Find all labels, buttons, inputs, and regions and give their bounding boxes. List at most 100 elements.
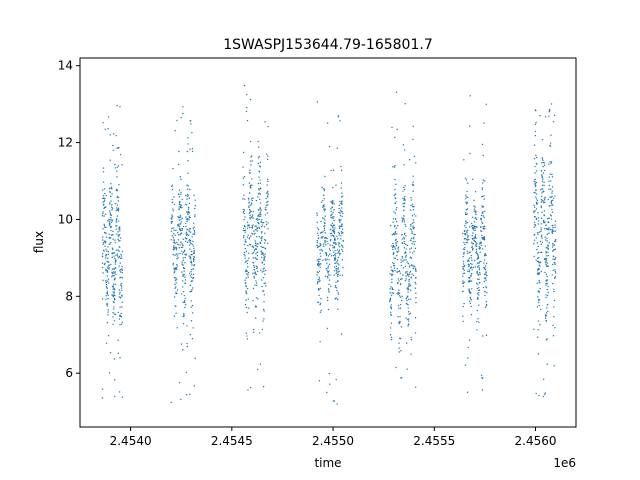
data-point: [398, 342, 400, 344]
data-point: [103, 223, 105, 226]
data-point: [259, 241, 262, 244]
data-point: [177, 223, 179, 226]
data-point: [396, 258, 399, 261]
data-point: [319, 249, 321, 251]
data-point: [121, 250, 123, 252]
data-point: [391, 245, 393, 247]
data-point: [406, 368, 408, 370]
data-point: [404, 279, 407, 282]
data-point: [336, 271, 338, 273]
data-point: [548, 110, 551, 113]
data-point: [329, 239, 332, 242]
data-point: [554, 224, 556, 226]
data-point: [393, 211, 395, 213]
data-point: [551, 190, 553, 192]
data-point: [256, 255, 259, 257]
data-point: [538, 291, 540, 293]
data-point: [485, 305, 488, 307]
data-point: [258, 215, 260, 218]
data-point: [469, 298, 471, 300]
data-point: [170, 230, 173, 232]
data-point: [462, 260, 465, 263]
data-point: [262, 221, 265, 224]
data-point: [340, 238, 342, 240]
data-point: [177, 243, 179, 246]
data-point: [402, 260, 404, 262]
data-point: [260, 213, 262, 216]
data-point: [467, 236, 469, 238]
data-point: [174, 254, 176, 256]
data-point: [334, 284, 337, 287]
data-point: [462, 290, 464, 293]
data-point: [252, 328, 255, 331]
data-point: [330, 285, 332, 287]
data-point: [112, 316, 114, 318]
data-point: [246, 273, 248, 275]
data-point: [334, 253, 336, 256]
data-point: [175, 292, 177, 295]
data-point: [172, 167, 174, 170]
data-point: [245, 299, 247, 301]
data-point: [544, 236, 546, 238]
data-point: [548, 163, 550, 165]
data-point: [537, 328, 539, 331]
data-point: [468, 291, 471, 293]
data-point: [112, 234, 114, 236]
data-point: [323, 198, 325, 200]
data-point: [333, 219, 335, 222]
data-point: [399, 303, 402, 306]
data-point: [389, 292, 391, 294]
data-point: [331, 244, 334, 247]
data-point: [243, 194, 245, 196]
data-point: [483, 198, 485, 200]
data-point: [184, 306, 186, 309]
data-point: [545, 273, 548, 275]
data-point: [471, 263, 473, 265]
data-point: [182, 257, 184, 259]
data-point: [463, 281, 465, 283]
data-point: [545, 294, 547, 296]
data-point: [117, 339, 119, 341]
data-point: [318, 261, 320, 263]
data-point: [260, 209, 262, 211]
data-point: [464, 213, 467, 216]
data-point: [546, 304, 549, 306]
data-point: [401, 219, 404, 221]
data-point: [187, 172, 189, 174]
data-point: [250, 184, 252, 187]
data-point: [250, 204, 252, 206]
data-point: [412, 227, 414, 229]
data-point: [403, 247, 406, 249]
data-point: [189, 393, 191, 396]
data-point: [192, 312, 194, 314]
data-point: [175, 291, 177, 293]
data-point: [483, 216, 485, 219]
data-point: [262, 290, 265, 292]
data-point: [328, 259, 330, 261]
data-point: [390, 322, 393, 324]
data-point: [338, 252, 340, 254]
data-point: [464, 177, 467, 179]
data-point: [483, 259, 486, 261]
data-point: [182, 315, 184, 318]
data-point: [486, 292, 488, 294]
data-point: [117, 208, 120, 211]
data-point: [405, 254, 407, 257]
data-point: [471, 234, 473, 237]
data-point: [402, 190, 404, 192]
data-point: [118, 255, 121, 258]
data-point: [243, 253, 245, 256]
data-point: [266, 204, 269, 206]
data-point: [110, 237, 112, 239]
data-point: [414, 247, 417, 250]
data-point: [102, 242, 105, 244]
x-axis-ticks: 2.4540 2.4545 2.4550 2.4555 2.4560: [110, 427, 557, 448]
data-point: [395, 193, 397, 195]
data-point: [540, 217, 543, 220]
data-point: [117, 231, 119, 233]
data-point: [321, 186, 323, 189]
data-point: [110, 200, 112, 202]
data-point: [533, 204, 535, 207]
data-point: [341, 250, 344, 252]
data-point: [174, 242, 176, 245]
